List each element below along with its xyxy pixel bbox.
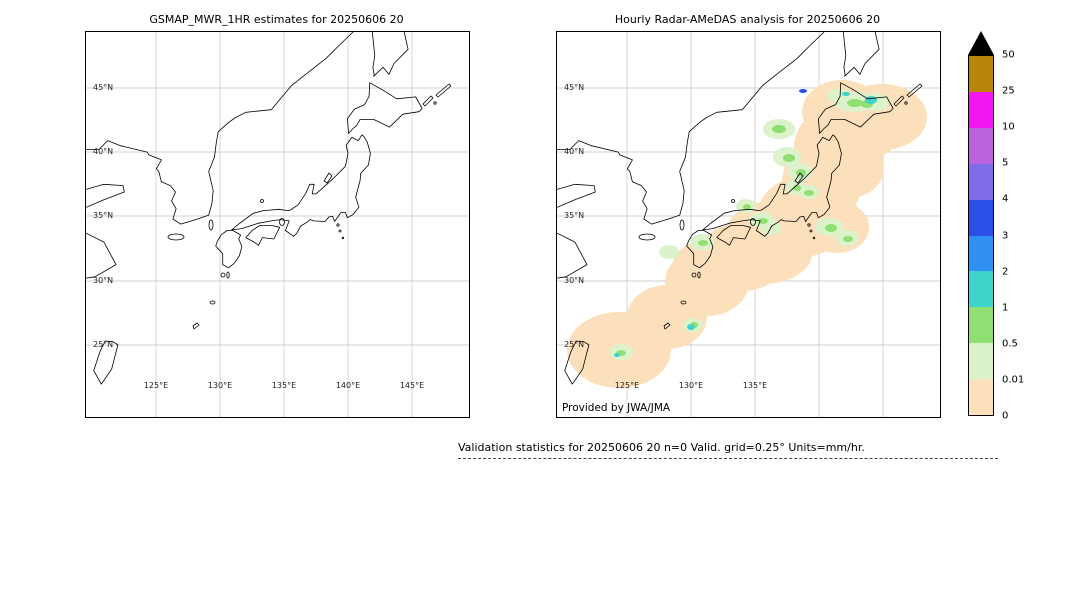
colorbar-tick-label: 0.01 <box>1002 374 1025 386</box>
lat-tick-label: 25°N <box>93 340 114 349</box>
grid-lines <box>86 32 469 417</box>
precip-cell-0.5-1 <box>796 169 806 177</box>
lon-tick-label: 125°E <box>614 381 640 390</box>
lat-tick-label: 35°N <box>564 211 585 220</box>
colorbar-over-arrow <box>968 31 994 55</box>
left-panel-title: GSMAP_MWR_1HR estimates for 20250606 20 <box>149 13 404 26</box>
precip-cell-0.5-1 <box>847 99 863 107</box>
precip-cell-0.01-0.5 <box>659 245 679 259</box>
colorbar-segment <box>969 307 993 344</box>
precip-cell-0.5-1 <box>772 125 786 133</box>
colorbar-tick-label: 4 <box>1002 193 1009 205</box>
precip-cell-0.01-0.5 <box>827 89 851 103</box>
colorbar-segment <box>969 56 993 92</box>
colorbar-segment <box>969 343 993 380</box>
colorbar-segment <box>969 235 993 272</box>
data-credit: Provided by JWA/JMA <box>562 402 671 414</box>
colorbar-tick-label: 25 <box>1002 85 1015 97</box>
gsmap-map-panel: 45°N 40°N 35°N 30°N 25°N 125°E 130°E 135°E 140°E… <box>85 31 470 418</box>
precip-cell-0.5-1 <box>825 224 837 232</box>
precip-cell-1-2 <box>842 92 850 96</box>
colorbar-tick-label: 2 <box>1002 266 1009 278</box>
precip-cell-0.5-1 <box>843 236 853 242</box>
gsmap-map-canvas <box>86 32 469 417</box>
radar-amedas-map-panel: 45°N 40°N 35°N 30°N 25°N 125°E 130°E 135°E Prov… <box>556 31 941 418</box>
lat-tick-label: 25°N <box>564 340 585 349</box>
lon-tick-label: 130°E <box>678 381 704 390</box>
lon-tick-label: 140°E <box>335 381 361 390</box>
precip-cell-1-2 <box>865 96 877 104</box>
right-panel-title: Hourly Radar-AMeDAS analysis for 2025060… <box>614 13 881 26</box>
validation-statistics-text: Validation statistics for 20250606 20 n=… <box>458 441 998 459</box>
precip-cell-3-4 <box>799 89 807 93</box>
lat-tick-label: 30°N <box>93 276 114 285</box>
precip-cell-0.5-1 <box>804 190 814 196</box>
lat-tick-label: 45°N <box>564 83 585 92</box>
colorbar-segment <box>969 379 993 416</box>
coastline <box>86 32 452 385</box>
radar-amedas-map-canvas <box>557 32 940 417</box>
colorbar: 50 25 10 5 4 3 2 1 0.5 0.01 0 <box>968 31 1024 422</box>
lon-tick-label: 145°E <box>399 381 425 390</box>
colorbar-tick-label: 0.5 <box>1002 338 1018 350</box>
precip-cell-1-2 <box>687 324 695 330</box>
colorbar-segment <box>969 199 993 236</box>
colorbar-scale <box>968 55 994 416</box>
lon-tick-label: 130°E <box>207 381 233 390</box>
lon-tick-label: 135°E <box>271 381 297 390</box>
precip-cell-0.5-1 <box>783 154 795 162</box>
precip-cell-0.5-1 <box>743 204 751 210</box>
colorbar-tick-label: 50 <box>1002 49 1015 61</box>
colorbar-tick-label: 5 <box>1002 157 1009 169</box>
colorbar-segment <box>969 271 993 308</box>
colorbar-segment <box>969 163 993 200</box>
lon-tick-label: 135°E <box>742 381 768 390</box>
lat-tick-label: 40°N <box>93 147 114 156</box>
colorbar-tick-label: 10 <box>1002 121 1015 133</box>
lon-tick-label: 125°E <box>143 381 169 390</box>
colorbar-segment <box>969 91 993 128</box>
colorbar-tick-label: 3 <box>1002 230 1009 241</box>
colorbar-tick-label: 0 <box>1002 410 1009 422</box>
precip-cell-0.5-1 <box>698 240 708 246</box>
lat-tick-label: 35°N <box>93 211 114 220</box>
precipitation-overlay <box>567 80 927 388</box>
lat-tick-label: 30°N <box>564 276 585 285</box>
precip-cell-1-2 <box>614 353 620 357</box>
colorbar-segment <box>969 127 993 164</box>
precip-cell-0.5-1 <box>758 218 768 224</box>
lat-tick-label: 40°N <box>564 147 585 156</box>
colorbar-tick-label: 1 <box>1002 302 1009 314</box>
lat-tick-label: 45°N <box>93 83 114 92</box>
